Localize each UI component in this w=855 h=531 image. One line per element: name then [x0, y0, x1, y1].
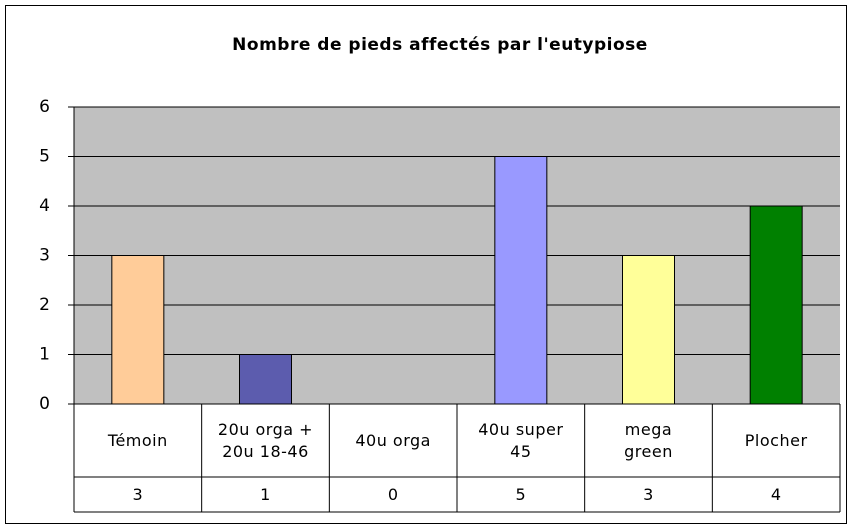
table-category: 40u orga [355, 430, 431, 450]
y-tick-label: 5 [39, 147, 50, 167]
table-category: Témoin [107, 430, 168, 450]
y-tick-label: 3 [39, 246, 50, 266]
bar [749, 205, 803, 405]
bar [494, 156, 548, 405]
table-value: 5 [515, 484, 527, 504]
table-value: 0 [387, 484, 399, 504]
y-tick-label: 1 [39, 345, 50, 365]
y-tick-label: 2 [39, 295, 50, 315]
table-value: 4 [770, 484, 782, 504]
table-category: mega green [624, 419, 673, 461]
table-value: 1 [260, 484, 271, 504]
y-tick-label: 6 [39, 97, 50, 117]
bar [111, 255, 165, 405]
table-value: 3 [643, 484, 654, 504]
chart-title: Nombre de pieds affectés par l'eutypiose [232, 35, 648, 55]
chart-frame [5, 5, 847, 524]
table-category: 20u orga + 20u 18-46 [217, 419, 314, 461]
table-category: 40u super 45 [478, 419, 564, 461]
y-tick-label: 0 [39, 394, 50, 414]
bar [239, 354, 292, 405]
table-category: Plocher [744, 430, 808, 450]
bar [622, 255, 675, 405]
y-tick-label: 4 [39, 196, 50, 216]
table-value: 3 [132, 484, 144, 504]
